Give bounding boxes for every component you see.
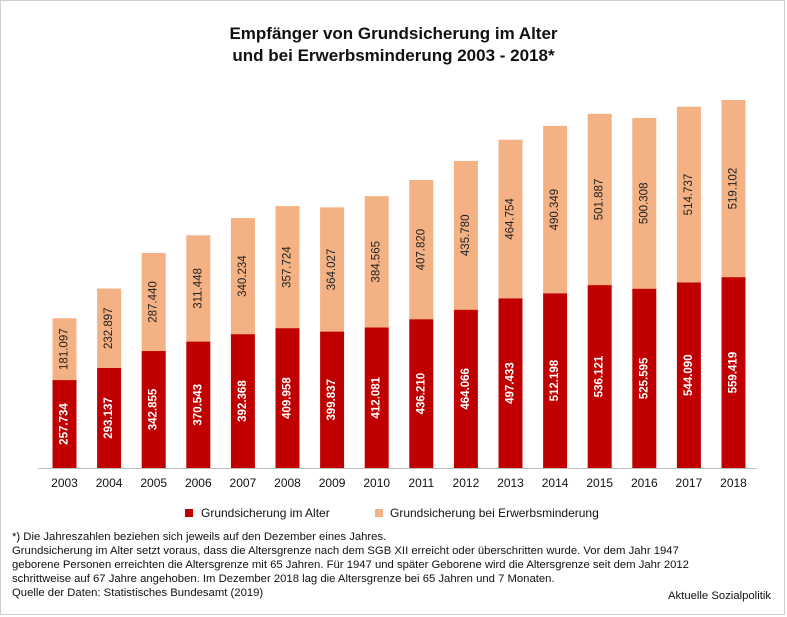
data-label-alter-2016: 525.595: [638, 357, 650, 399]
x-tick-label-2007: 2007: [230, 476, 257, 490]
bar-alter-2009: [320, 331, 345, 468]
data-label-erwerbsminderung-2016: 500.308: [638, 183, 650, 225]
bar-alter-2018: [721, 277, 746, 468]
x-tick-label-2004: 2004: [96, 476, 123, 490]
bar-alter-2005: [141, 351, 166, 468]
data-label-erwerbsminderung-2012: 435.780: [460, 215, 472, 257]
x-tick-label-2003: 2003: [51, 476, 78, 490]
x-tick-label-2017: 2017: [676, 476, 703, 490]
data-label-alter-2013: 497.433: [505, 362, 517, 404]
data-label-erwerbsminderung-2017: 514.737: [683, 174, 695, 216]
x-tick-label-2005: 2005: [140, 476, 167, 490]
data-label-erwerbsminderung-2006: 311.448: [192, 268, 204, 309]
bar-alter-2016: [632, 288, 657, 468]
x-tick-label-2014: 2014: [542, 476, 569, 490]
data-label-alter-2006: 370.543: [192, 384, 204, 426]
bar-erwerbsminderung-2011: [409, 180, 434, 320]
bar-erwerbsminderung-2003: [52, 318, 77, 381]
data-label-alter-2008: 409.958: [282, 377, 294, 419]
data-label-alter-2004: 293.137: [103, 397, 115, 439]
bar-alter-2003: [52, 380, 77, 468]
data-label-alter-2010: 412.081: [371, 376, 383, 418]
data-label-erwerbsminderung-2008: 357.724: [282, 246, 294, 288]
x-tick-label-2016: 2016: [631, 476, 658, 490]
x-tick-label-2010: 2010: [363, 476, 390, 490]
bar-alter-2004: [97, 367, 122, 468]
data-label-alter-2015: 536.121: [594, 355, 606, 397]
bar-erwerbsminderung-2009: [320, 207, 345, 332]
bar-erwerbsminderung-2018: [721, 100, 746, 278]
data-label-alter-2005: 342.855: [148, 388, 160, 430]
x-tick-label-2011: 2011: [408, 476, 434, 490]
data-label-erwerbsminderung-2018: 519.102: [728, 168, 740, 210]
data-label-erwerbsminderung-2004: 232.897: [103, 307, 115, 349]
chart-title-line-2: und bei Erwerbsminderung 2003 - 2018*: [232, 46, 555, 65]
bar-alter-2014: [543, 293, 568, 468]
data-label-erwerbsminderung-2003: 181.097: [59, 328, 71, 370]
bar-alter-2007: [230, 334, 255, 468]
bar-alter-2015: [587, 285, 612, 468]
bar-alter-2017: [676, 282, 701, 468]
source-note: Quelle der Daten: Statistisches Bundesam…: [12, 587, 264, 599]
bar-erwerbsminderung-2010: [364, 196, 389, 328]
publisher-label: Aktuelle Sozialpolitik: [668, 590, 771, 602]
legend-swatch-erwerbsminderung: [375, 509, 383, 517]
legend-swatch-alter: [185, 509, 193, 517]
chart-title-line-1: Empfänger von Grundsicherung im Alter: [229, 24, 558, 43]
bar-erwerbsminderung-2014: [543, 125, 568, 294]
data-label-erwerbsminderung-2005: 287.440: [148, 281, 160, 323]
footnote-3: geborene Personen erreichten die Altersg…: [12, 559, 689, 571]
x-tick-label-2012: 2012: [453, 476, 480, 490]
data-label-erwerbsminderung-2015: 501.887: [594, 179, 606, 221]
bar-erwerbsminderung-2012: [453, 160, 478, 310]
x-tick-label-2009: 2009: [319, 476, 346, 490]
footnote-2: Grundsicherung im Alter setzt voraus, da…: [12, 545, 679, 557]
bar-erwerbsminderung-2006: [186, 235, 211, 342]
bar-alter-2006: [186, 341, 211, 468]
bar-alter-2011: [409, 319, 434, 468]
bar-erwerbsminderung-2005: [141, 252, 166, 352]
x-tick-label-2013: 2013: [497, 476, 524, 490]
footnote-1: *) Die Jahreszahlen beziehen sich jeweil…: [12, 531, 387, 543]
bar-erwerbsminderung-2015: [587, 113, 612, 286]
data-label-alter-2017: 544.090: [683, 354, 695, 396]
data-label-alter-2007: 392.368: [237, 380, 249, 422]
footnote-4: schrittweise auf 67 Jahre angehoben. Im …: [12, 573, 555, 585]
data-label-erwerbsminderung-2013: 464.754: [505, 198, 517, 240]
data-label-alter-2003: 257.734: [59, 403, 71, 445]
x-tick-label-2015: 2015: [586, 476, 613, 490]
legend-label-erwerbsminderung: Grundsicherung bei Erwerbsminderung: [390, 506, 599, 520]
bar-alter-2008: [275, 328, 300, 468]
data-label-alter-2014: 512.198: [549, 359, 561, 401]
bar-erwerbsminderung-2016: [632, 117, 657, 289]
footnotes: *) Die Jahreszahlen beziehen sich jeweil…: [12, 530, 777, 600]
bar-erwerbsminderung-2004: [97, 288, 122, 368]
legend-label-alter: Grundsicherung im Alter: [201, 506, 330, 520]
data-label-erwerbsminderung-2011: 407.820: [415, 229, 427, 271]
bar-erwerbsminderung-2008: [275, 206, 300, 329]
bar-erwerbsminderung-2013: [498, 139, 523, 299]
bar-alter-2010: [364, 327, 389, 468]
x-tick-label-2006: 2006: [185, 476, 212, 490]
data-label-alter-2012: 464.066: [460, 368, 472, 410]
bar-erwerbsminderung-2007: [230, 218, 255, 335]
bar-alter-2012: [453, 309, 478, 468]
data-label-erwerbsminderung-2010: 384.565: [371, 241, 383, 283]
data-label-erwerbsminderung-2014: 490.349: [549, 189, 561, 231]
bar-erwerbsminderung-2017: [676, 106, 701, 283]
data-label-alter-2011: 436.210: [415, 373, 427, 415]
x-tick-label-2018: 2018: [720, 476, 747, 490]
data-label-erwerbsminderung-2007: 340.234: [237, 255, 249, 297]
x-tick-label-2008: 2008: [274, 476, 301, 490]
data-label-alter-2018: 559.419: [728, 352, 740, 394]
data-label-alter-2009: 399.837: [326, 379, 338, 421]
data-label-erwerbsminderung-2009: 364.027: [326, 249, 338, 291]
bar-alter-2013: [498, 298, 523, 468]
